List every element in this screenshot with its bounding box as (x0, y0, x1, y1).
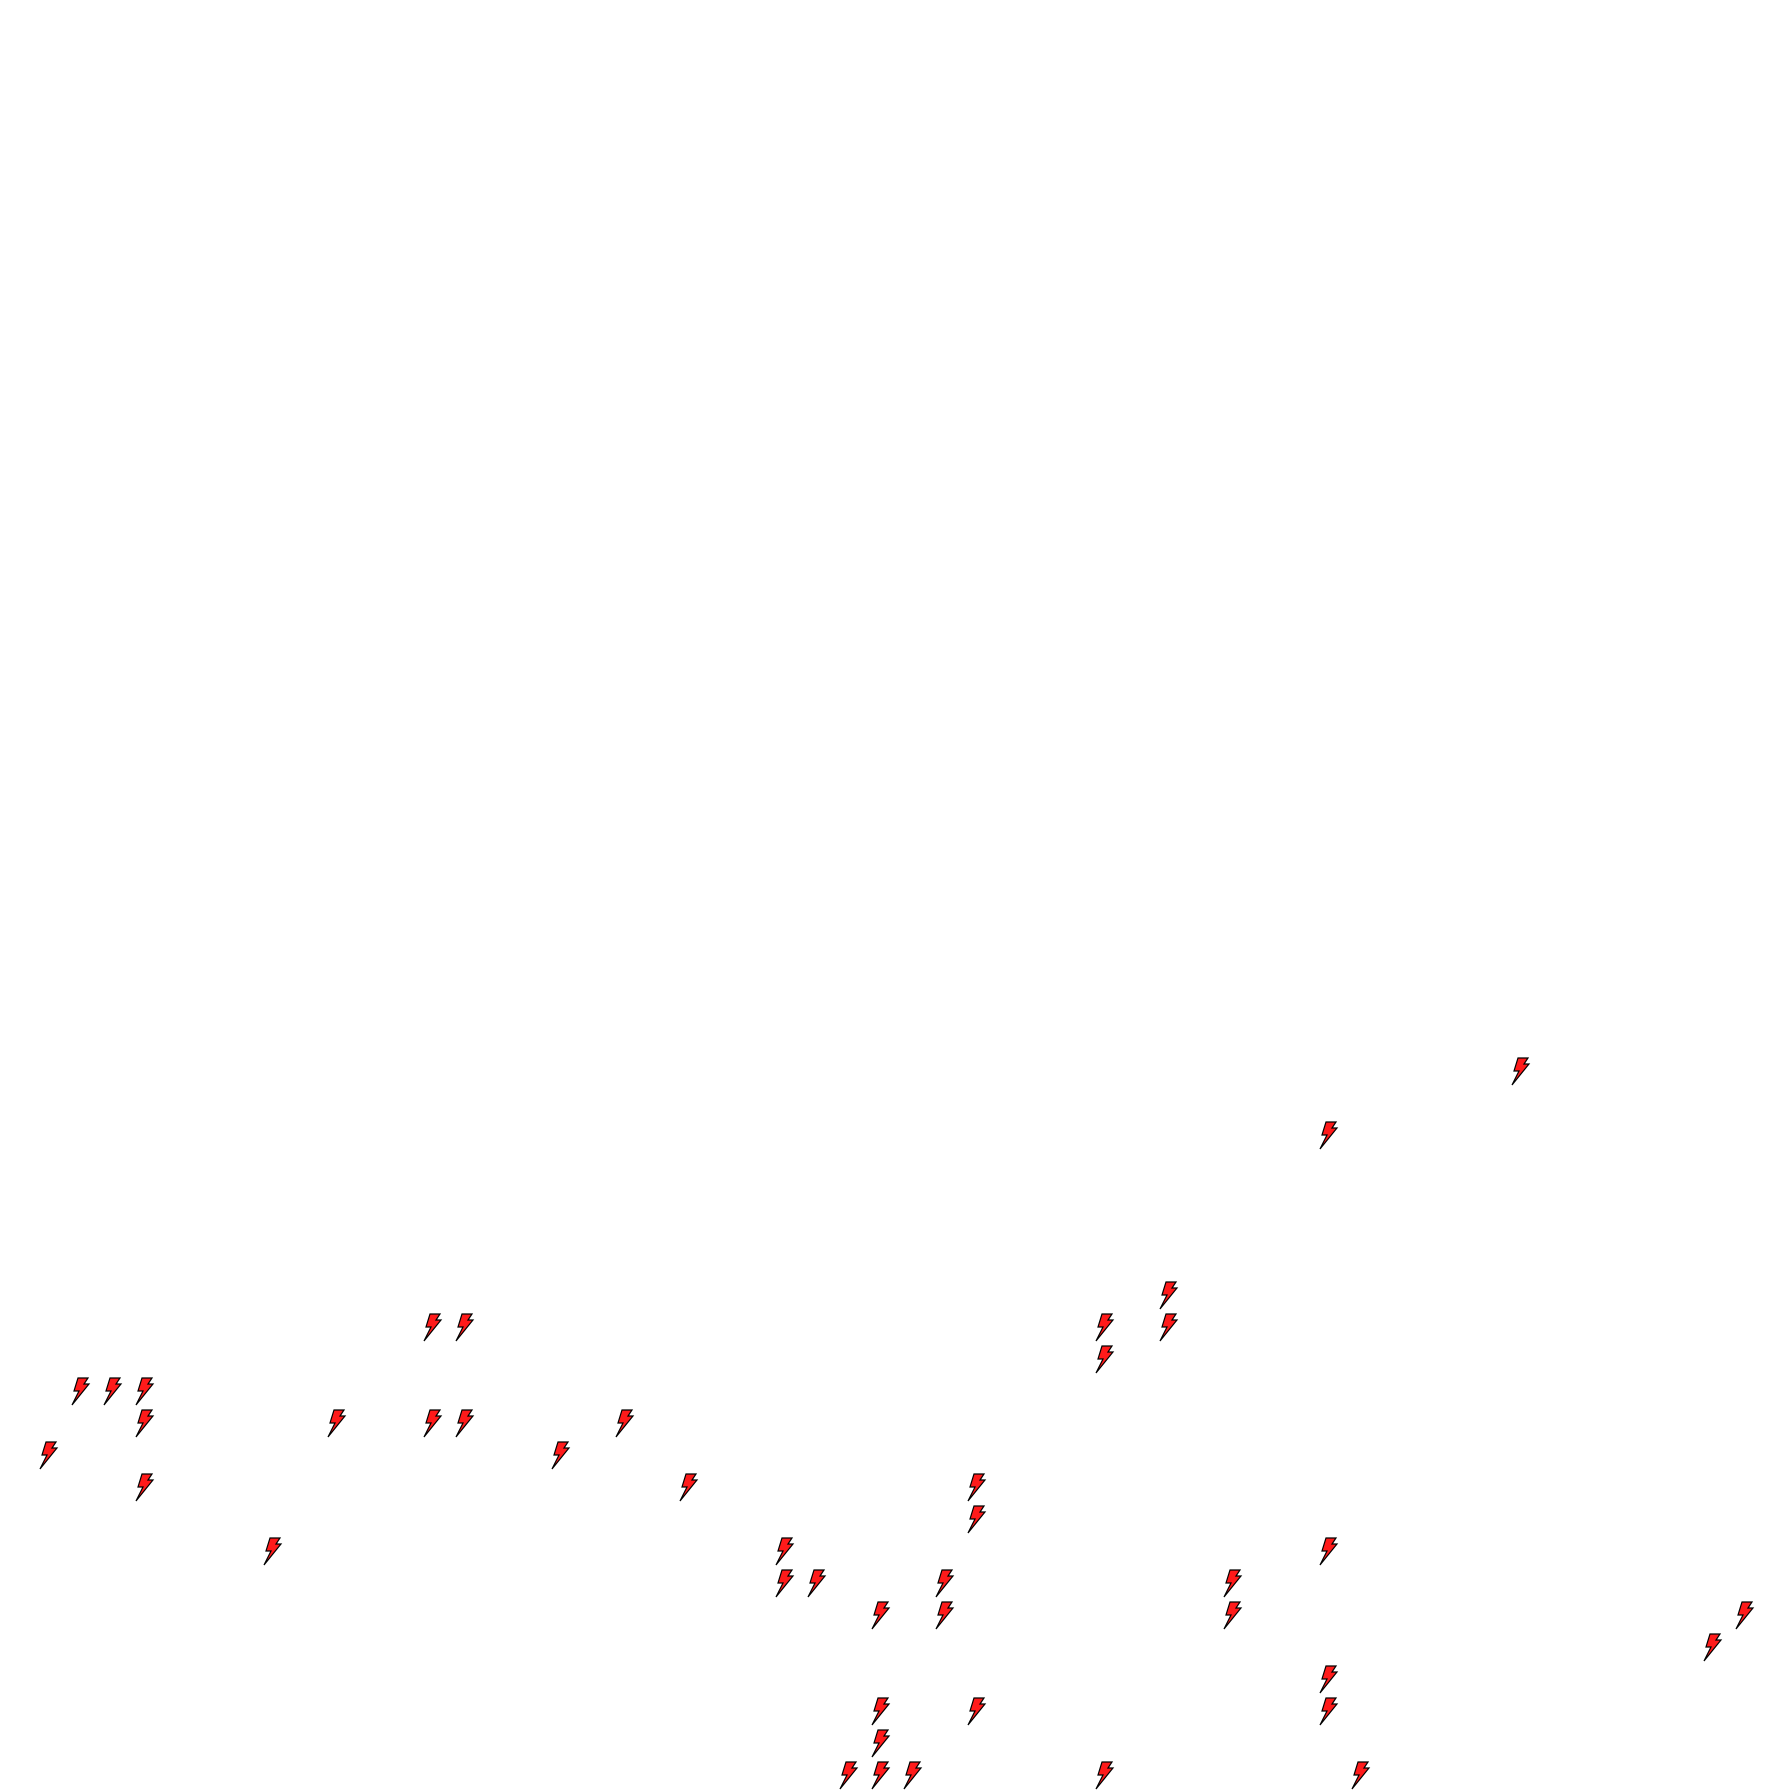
lightning-bolt-icon (327, 1409, 347, 1438)
lightning-bolt-icon (935, 1569, 955, 1598)
lightning-bolt-icon (1511, 1057, 1531, 1086)
lightning-bolt-icon (1223, 1601, 1243, 1630)
lightning-bolt-icon (967, 1473, 987, 1502)
lightning-bolt-icon (775, 1537, 795, 1566)
lightning-bolt-icon (679, 1473, 699, 1502)
lightning-bolt-icon (263, 1537, 283, 1566)
lightning-bolt-icon (1159, 1313, 1179, 1342)
lightning-bolt-icon (1095, 1313, 1115, 1342)
lightning-bolt-icon (135, 1473, 155, 1502)
lightning-bolt-icon (455, 1313, 475, 1342)
lightning-bolt-icon (551, 1441, 571, 1470)
lightning-bolt-icon (1319, 1121, 1339, 1150)
lightning-bolt-icon (39, 1441, 59, 1470)
lightning-bolt-icon (103, 1377, 123, 1406)
lightning-bolt-icon (1223, 1569, 1243, 1598)
lightning-bolt-icon (1735, 1601, 1755, 1630)
lightning-bolt-icon (871, 1761, 891, 1790)
lightning-bolt-icon (1351, 1761, 1371, 1790)
lightning-bolt-icon (455, 1409, 475, 1438)
lightning-bolt-icon (807, 1569, 827, 1598)
lightning-bolt-icon (1159, 1281, 1179, 1310)
lightning-bolt-icon (1319, 1537, 1339, 1566)
lightning-bolt-icon (1095, 1345, 1115, 1374)
lightning-bolt-icon (1319, 1665, 1339, 1694)
lightning-bolt-icon (871, 1729, 891, 1758)
lightning-bolt-icon (935, 1601, 955, 1630)
lightning-bolt-icon (1095, 1761, 1115, 1790)
lightning-bolt-icon (1703, 1633, 1723, 1662)
lightning-bolt-icon (967, 1697, 987, 1726)
lightning-bolt-icon (871, 1601, 891, 1630)
lightning-bolt-icon (423, 1409, 443, 1438)
lightning-bolt-icon (615, 1409, 635, 1438)
lightning-bolt-icon (839, 1761, 859, 1790)
lightning-bolt-icon (871, 1697, 891, 1726)
lightning-bolt-icon (135, 1377, 155, 1406)
lightning-bolt-icon (423, 1313, 443, 1342)
lightning-bolt-icon (135, 1409, 155, 1438)
lightning-bolt-icon (967, 1505, 987, 1534)
lightning-bolt-icon (1319, 1697, 1339, 1726)
lightning-bolt-icon (903, 1761, 923, 1790)
lightning-bolt-icon (71, 1377, 91, 1406)
lightning-bolt-icon (775, 1569, 795, 1598)
